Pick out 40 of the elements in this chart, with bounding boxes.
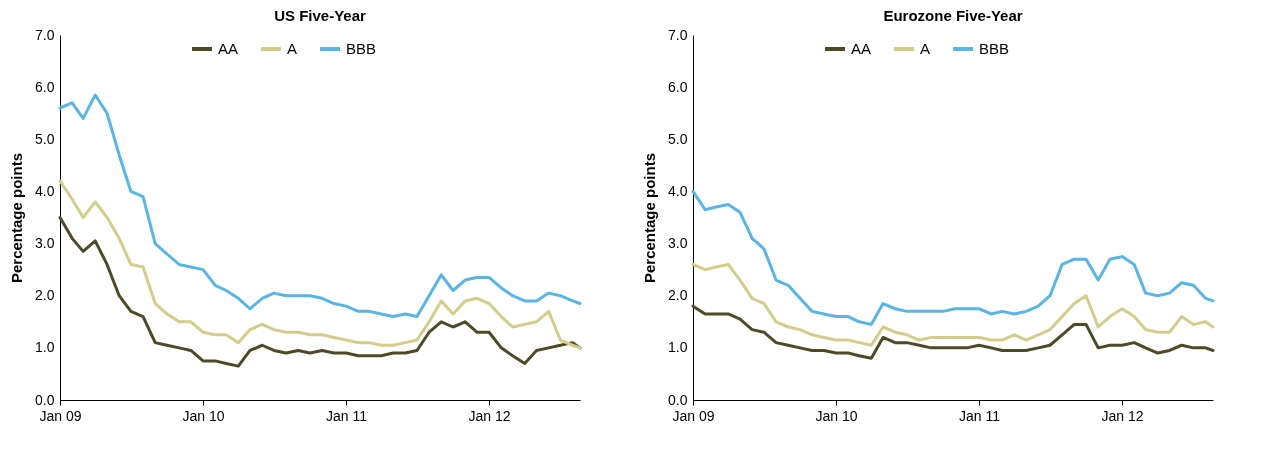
legend-label: AA [218, 40, 239, 57]
chart-title: US Five-Year [274, 7, 367, 24]
y-tick-label: 3.0 [668, 235, 688, 252]
x-tick-label: Jan 10 [815, 407, 858, 424]
y-tick-label: 1.0 [35, 339, 55, 356]
y-tick-label: 5.0 [668, 130, 688, 147]
y-tick-label: 6.0 [35, 78, 55, 95]
y-axis-title: Percentage points [8, 152, 26, 284]
legend-label: A [287, 40, 298, 57]
y-axis-title: Percentage points [641, 152, 659, 284]
chart-title: Eurozone Five-Year [883, 7, 1023, 24]
y-tick-label: 0.0 [668, 391, 688, 408]
y-tick-label: 4.0 [668, 182, 688, 199]
y-tick-label: 2.0 [35, 287, 55, 304]
x-tick-label: Jan 09 [672, 407, 715, 424]
line-series [691, 304, 1215, 360]
y-tick-label: 4.0 [35, 182, 55, 199]
line-series [58, 93, 582, 319]
x-tick-label: Jan 12 [468, 407, 511, 424]
line-series [691, 189, 1215, 326]
y-tick-label: 2.0 [668, 287, 688, 304]
legend-label: BBB [979, 40, 1010, 57]
y-tick-label: 0.0 [35, 391, 55, 408]
line-series [58, 179, 582, 350]
x-tick-label: Jan 11 [959, 407, 1001, 424]
x-tick-label: Jan 12 [1101, 407, 1144, 424]
x-tick-label: Jan 10 [182, 407, 225, 424]
legend-label: A [920, 40, 931, 57]
x-tick-label: Jan 09 [39, 407, 82, 424]
legend-label: BBB [346, 40, 377, 57]
y-tick-label: 1.0 [668, 339, 688, 356]
line-series [691, 262, 1215, 347]
y-tick-label: 7.0 [668, 26, 688, 43]
y-tick-label: 6.0 [668, 78, 688, 95]
y-tick-label: 7.0 [35, 26, 55, 43]
y-tick-label: 3.0 [35, 235, 55, 252]
x-tick-label: Jan 11 [326, 407, 368, 424]
y-tick-label: 5.0 [35, 130, 55, 147]
line-series [58, 216, 582, 368]
legend-label: AA [851, 40, 872, 57]
